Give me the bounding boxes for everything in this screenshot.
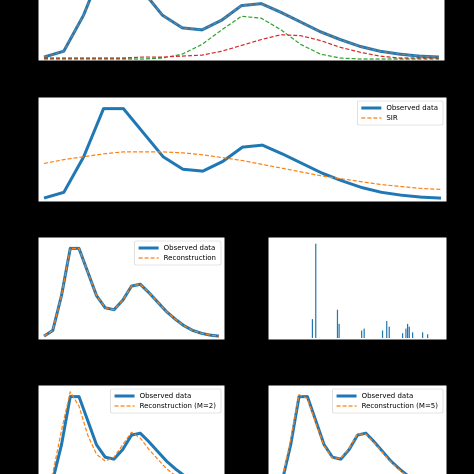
- bar: [315, 243, 317, 338]
- plot: [43, 0, 440, 60]
- legend: Observed data Reconstruction (M=5): [332, 388, 444, 414]
- bar: [405, 328, 407, 338]
- panel: [37, 0, 446, 62]
- legend-label: SIR: [386, 114, 398, 122]
- plot: [43, 107, 442, 200]
- bar: [407, 323, 409, 338]
- legend-label: Reconstruction: [164, 254, 216, 262]
- panel: Observed data Reconstruction (M=2): [37, 384, 226, 474]
- plot: [311, 243, 429, 338]
- line-series: [43, 151, 442, 191]
- bar: [381, 330, 384, 338]
- legend-box: [332, 388, 444, 414]
- legend-label: Observed data: [362, 392, 414, 400]
- line-series: [282, 394, 406, 474]
- legend: Observed data Reconstruction (M=2): [110, 388, 222, 414]
- bar: [422, 332, 424, 338]
- line-series: [44, 34, 439, 59]
- plot: [43, 246, 220, 338]
- bar: [386, 321, 388, 338]
- bar: [338, 323, 340, 338]
- plot: [51, 391, 185, 474]
- bar: [388, 326, 390, 338]
- panel: Observed data Reconstruction: [37, 236, 226, 341]
- legend-label: Reconstruction (M=2): [140, 402, 217, 410]
- bar: [427, 334, 429, 338]
- line-series: [51, 391, 175, 474]
- line-series: [43, 0, 440, 58]
- legend-label: Observed data: [386, 104, 438, 112]
- bar: [408, 326, 410, 338]
- line-series: [44, 15, 439, 60]
- legend-label: Observed data: [140, 392, 192, 400]
- bar: [401, 333, 404, 338]
- panel: Observed data SIR: [37, 96, 448, 203]
- line-series: [43, 247, 220, 337]
- bar: [412, 332, 414, 338]
- bar: [336, 309, 339, 338]
- legend: Observed data Reconstruction: [134, 240, 222, 266]
- panel: [267, 236, 448, 341]
- plot-area: [267, 236, 448, 341]
- bar: [361, 330, 363, 338]
- legend-label: Reconstruction (M=5): [362, 402, 439, 410]
- legend: Observed data SIR: [357, 100, 444, 126]
- bar: [363, 328, 365, 338]
- legend-label: Observed data: [164, 244, 216, 252]
- bar: [311, 319, 314, 338]
- line-series: [43, 107, 442, 200]
- panel: Observed data Reconstruction (M=5): [267, 384, 448, 474]
- legend-box: [110, 388, 222, 414]
- plot: [282, 394, 409, 474]
